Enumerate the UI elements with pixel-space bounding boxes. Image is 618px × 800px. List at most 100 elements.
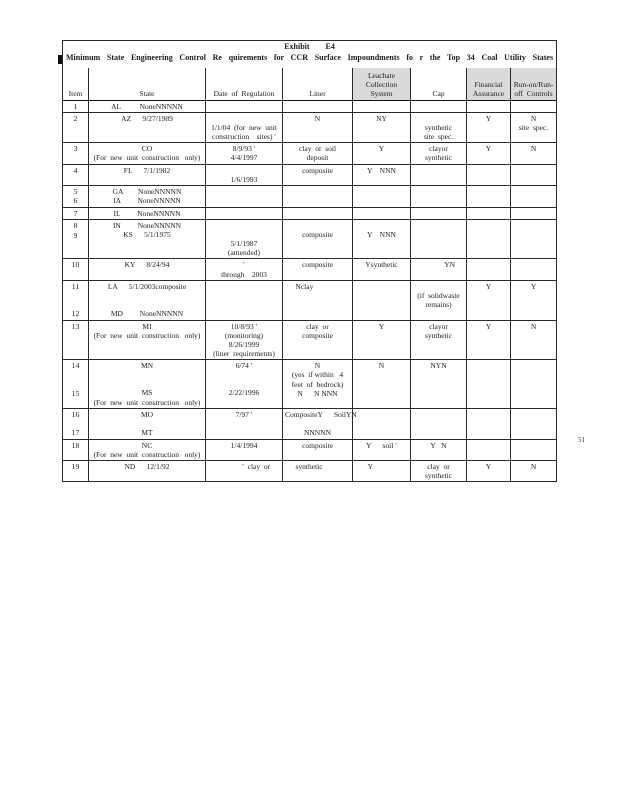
cell-fa [466,163,511,186]
cell-line: 1/6/1993 [230,174,258,184]
cell-fa [466,258,511,281]
cell-line [413,187,464,196]
table-title-row: Exhibit E4 Minimum State Engineering Con… [61,40,558,68]
cell-line: 15 [71,388,80,398]
cell-line [91,300,203,309]
cell-line: 8 [73,221,78,231]
table-row: 19 ND 12/1/92 ′ clay or synthetic Y clay o… [62,460,558,483]
cell-line: ND 12/1/92 [124,462,170,472]
cell-line: 6/74 ′ [235,361,253,371]
cell-line [285,209,350,218]
cell-line: 6 [73,196,78,206]
cell-line: 3 [73,144,78,154]
column-header-runoff: Run-on/Run-off Controls [509,67,558,101]
cell-runoff: N [509,460,558,483]
cell-runoff [509,219,558,260]
cell-line [513,441,554,450]
cell-line: YN [421,260,456,270]
cell-line [413,282,464,291]
cell-line [208,230,280,239]
cell-line: Y NNN [367,165,396,175]
cell-line: Liner [309,89,326,99]
cell-liner: composite [282,438,353,462]
cell-leachate: NY [352,111,411,144]
cell-line: Date of Regulation [213,89,275,99]
cell-line: synthetic [295,462,340,472]
table-row: 3 CO (For new unit construction only) 8/9/9… [62,142,558,165]
cell-fa: Y [466,460,511,483]
cell-line: N [314,114,321,123]
cell-line [65,371,86,380]
cell-line: 13 [71,321,80,331]
cell-line [91,291,203,300]
cell-line: N [530,114,537,123]
cell-line: (liner requirements) [213,349,275,359]
cell-date: ′ through 2003 [205,258,283,281]
cell-line: KY 8/24/94 [124,260,170,270]
cell-line: 14 [71,361,80,371]
table-row: 2 AZ 9/27/1989 1/1/04 (for new unit constru… [62,111,558,144]
cell-item: 2 [62,111,89,144]
cell-line: composite [302,260,333,270]
cell-fa: Y [466,319,511,361]
cell-item: 10 [62,258,89,281]
cell-line: CompositeY SoilYN [285,409,357,419]
cell-leachate: Ysynthetic [352,258,411,281]
cell-line: NY [376,114,387,123]
cell-leachate: Y [352,460,411,483]
cell-line: Financial [474,80,503,90]
cell-line: site spec. [423,132,454,142]
cell-line: feet of bedrock) [291,379,344,389]
cell-line: 7 [73,208,78,218]
cell-item: 18 [62,438,89,462]
cell-line: MO [140,409,154,419]
cell-line: ′ clay or [217,462,271,472]
cell-liner: composite [282,163,353,186]
cell-line: composite [302,165,333,175]
column-header-date: Date of Regulation [205,67,283,101]
cell-line: MD NoneNNNNN [110,308,184,318]
cell-runoff [509,184,558,208]
cell-line: State [139,89,155,99]
cell-line: 10/8/93 ′ [230,321,258,331]
column-header-liner: Liner [282,67,353,101]
cell-line: 9 [73,230,78,240]
cell-state: CO (For new unit construction only) [88,142,206,165]
cell-line: (yes if within 4 [291,370,344,380]
cell-runoff [509,163,558,186]
cell-date [205,99,283,113]
cell-line: (amended) [227,248,261,258]
cell-leachate: Y NNN [352,163,411,186]
cell-line: 2 [73,114,78,123]
table-body: 1 AL NoneNNNNN 2 AZ 9/27/1989 1/1/04 (for ne… [62,99,558,483]
cell-date: 1/6/1993 [205,163,283,186]
cell-line: (monitoring) [224,330,264,340]
cell-line [208,379,280,388]
cell-line: (For new unit construction only) [93,153,201,163]
cell-state: MI (For new unit construction only) [88,319,206,361]
cell-liner: clay or soil deposit [282,142,353,165]
cell-cap [410,407,467,440]
cell-line: N [530,144,537,154]
cell-fa [466,359,511,409]
cell-line [355,221,408,230]
cell-line: Y [485,321,492,331]
cell-line: MS [141,388,153,398]
cell-line: clayor [429,144,448,154]
cell-item: 16 17 [62,407,89,440]
cell-line [413,102,464,111]
cell-item: 19 [62,460,89,483]
cell-state: GA NoneNNNNN IA NoneNNNNN [88,184,206,208]
cell-line: N N NNN [297,388,338,398]
table-row: 10 KY 8/24/94 ′ through 2003 composite Ysynth… [62,258,558,281]
table-row: 18 NC (For new unit construction only) 1/4/… [62,438,558,462]
cell-line [208,282,280,291]
cell-line: MN [140,361,154,371]
table-row: 1 AL NoneNNNNN [62,99,558,113]
cell-line: NYN [430,361,447,371]
cell-fa: Y [466,142,511,165]
cell-line: Run-on/Run- [513,80,554,90]
cell-line: AL NoneNNNNN [111,101,183,111]
